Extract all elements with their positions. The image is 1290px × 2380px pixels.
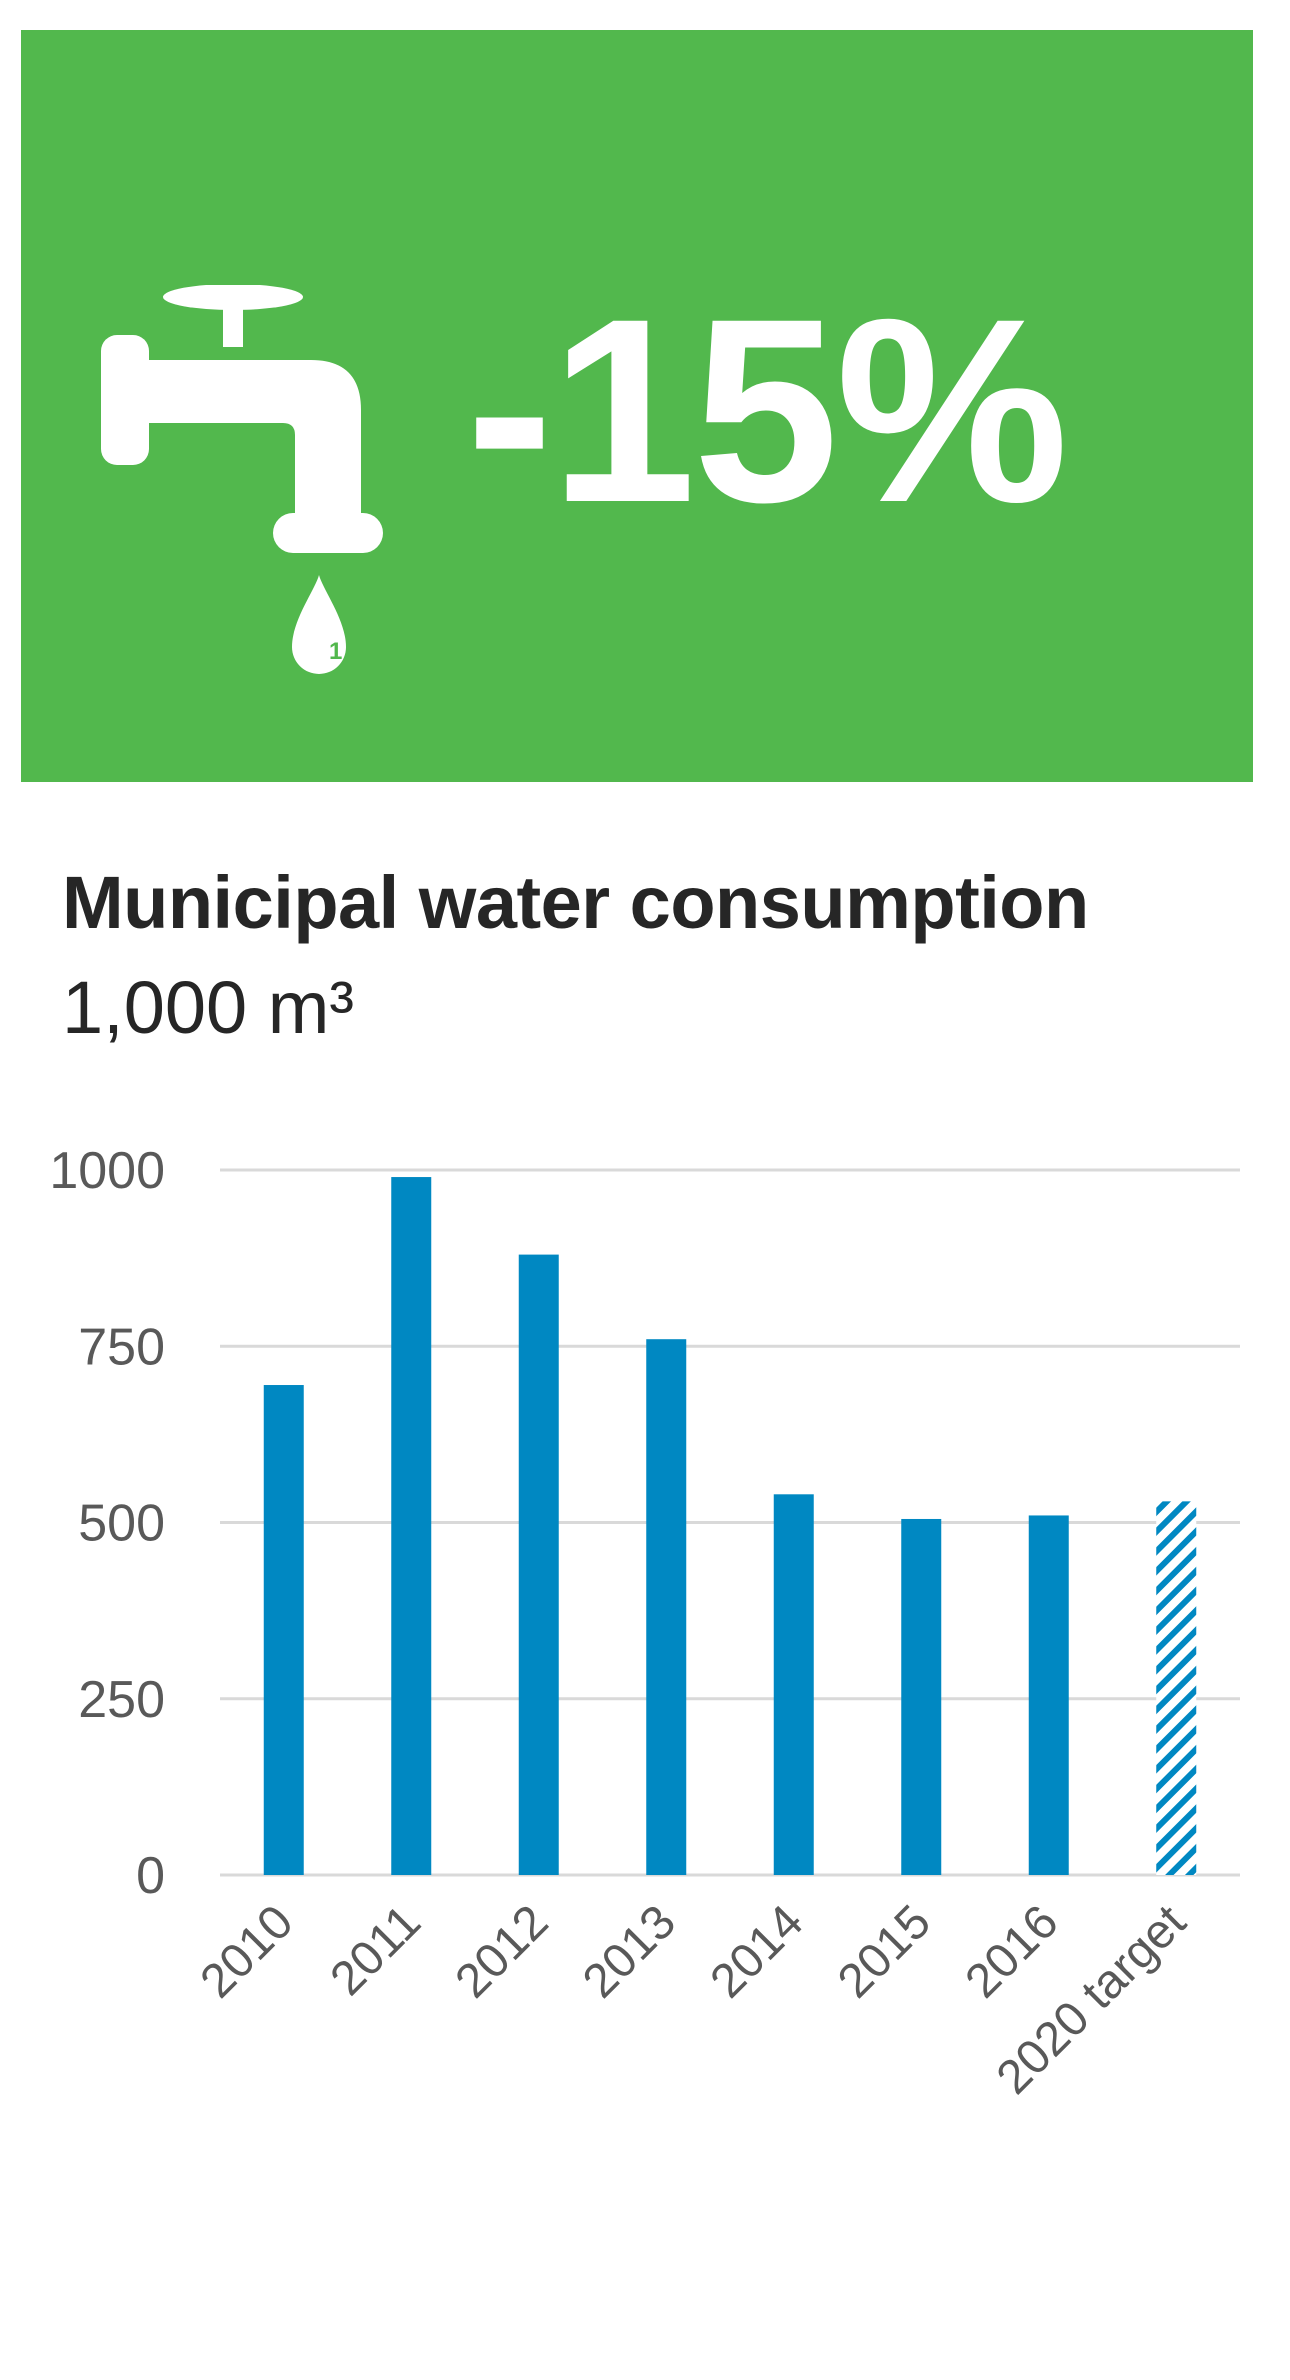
- gridlines: [220, 1168, 1240, 1877]
- drop-number-label: 1: [329, 638, 342, 665]
- bar-chart: 0 250 500 750 1000 2010 2011 2012 2013 2014 2015 2…: [49, 1142, 1240, 2105]
- x-category-label: 2015: [828, 1895, 941, 2008]
- chart-unit-label: 1,000 m³: [62, 966, 355, 1049]
- bar: [1028, 1515, 1069, 1875]
- y-tick-label: 0: [136, 1847, 165, 1905]
- bar-target: [1156, 1501, 1197, 1875]
- bar: [391, 1177, 432, 1875]
- x-category-label: 2010: [191, 1895, 304, 2008]
- x-category-label: 2014: [701, 1895, 814, 2008]
- bar: [518, 1254, 559, 1875]
- bars: [263, 1177, 1197, 1875]
- x-category-label: 2013: [573, 1895, 686, 2008]
- y-tick-label: 500: [78, 1495, 165, 1553]
- bar: [263, 1385, 304, 1875]
- x-category-label: 2011: [321, 1895, 431, 2005]
- x-category-label: 2016: [956, 1895, 1069, 2008]
- y-tick-label: 250: [78, 1671, 165, 1729]
- bar: [901, 1518, 942, 1875]
- bar: [646, 1339, 687, 1875]
- chart-title: Municipal water consumption: [62, 861, 1089, 944]
- y-tick-label: 1000: [49, 1142, 165, 1200]
- bar: [773, 1494, 814, 1875]
- x-category-label: 2012: [446, 1895, 559, 2008]
- summary-banner: 1 -15%: [21, 30, 1253, 782]
- reduction-percentage: -15%: [466, 264, 1069, 557]
- water-tap-icon: 1: [101, 285, 383, 674]
- y-tick-label: 750: [78, 1318, 165, 1376]
- y-axis-ticks: 0 250 500 750 1000: [49, 1142, 165, 1905]
